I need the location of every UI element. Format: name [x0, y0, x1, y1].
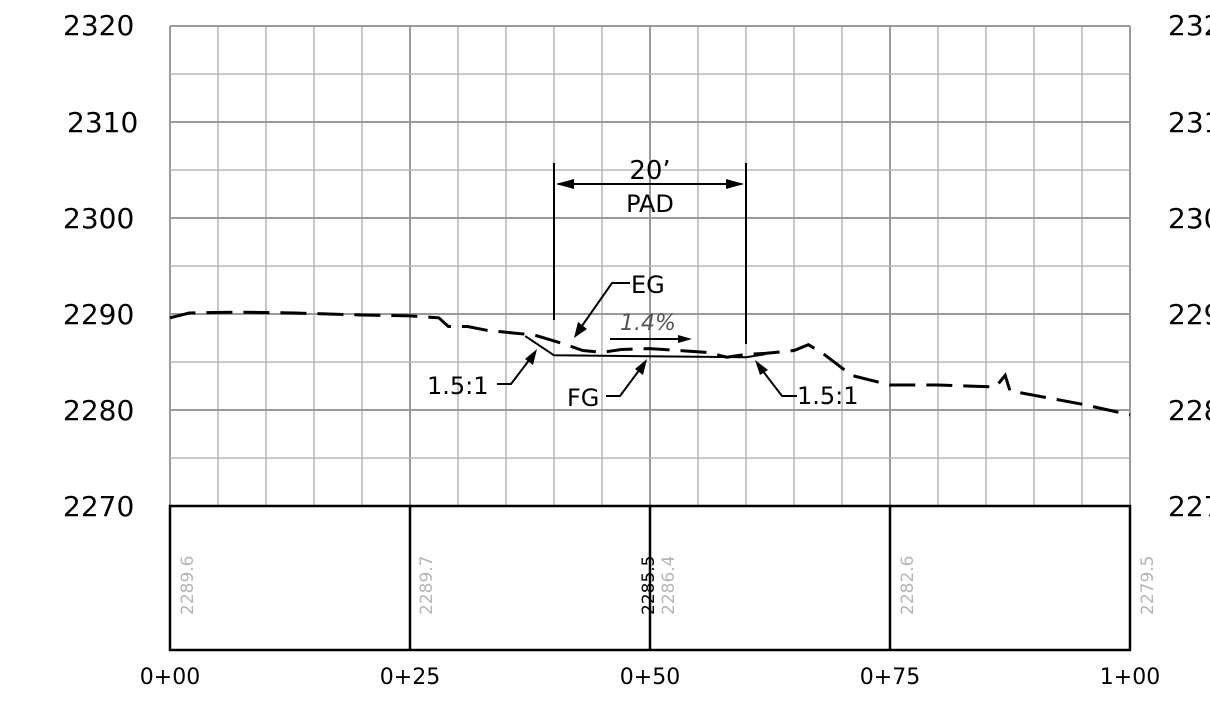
- pad-dimension: 20’ PAD: [553, 156, 747, 344]
- elev-label-right-2290: 229: [1168, 298, 1210, 331]
- dim-arrow-right: [726, 179, 744, 189]
- elev-label-right-2270: 227: [1168, 490, 1210, 523]
- station-label-0+50: 0+50: [620, 665, 680, 690]
- y-axis-left: 2320 2310 2300 2290 2280 2270: [63, 9, 138, 523]
- eg-callout: EG: [574, 271, 665, 338]
- profile-value-sta-75: 2282.6: [898, 556, 918, 615]
- grid: [169, 25, 1131, 507]
- profile-value-fg-sta-50: 2285.5: [639, 556, 659, 615]
- elev-label-right-2280: 228: [1168, 394, 1210, 427]
- profile-value-sta-25: 2289.7: [417, 556, 437, 615]
- station-label-0+25: 0+25: [380, 665, 440, 690]
- existing-ground-profile: [169, 310, 1131, 417]
- elev-label-right-2320: 232: [1168, 9, 1210, 42]
- profile-value-sta-0: 2289.6: [178, 556, 198, 615]
- right-slope-arrow: [755, 360, 768, 375]
- left-slope-leader: [497, 354, 534, 385]
- eg-leader: [576, 282, 630, 334]
- right-slope-leader: [758, 365, 797, 397]
- finished-grade-profile: [524, 335, 766, 359]
- station-label-0+00: 0+00: [140, 665, 200, 690]
- profile-value-eg-sta-50: 2286.4: [659, 556, 679, 615]
- fg-leader: [606, 364, 644, 397]
- fg-callout: FG: [567, 359, 647, 412]
- fg-line: [524, 335, 766, 359]
- station-label-0+75: 0+75: [860, 665, 920, 690]
- data-band: [168, 504, 1132, 652]
- profile-value-sta-100: 2279.5: [1138, 556, 1158, 615]
- elev-label-right-2310: 231: [1168, 106, 1210, 139]
- elev-label-2310: 2310: [67, 106, 138, 139]
- elev-label-2270: 2270: [63, 490, 134, 523]
- pad-label: PAD: [626, 190, 674, 218]
- left-slope-arrow: [525, 349, 537, 365]
- eg-leader-arrow: [574, 322, 587, 338]
- station-label-1+00: 1+00: [1100, 665, 1160, 690]
- elev-label-2300: 2300: [63, 202, 134, 235]
- elev-label-2280: 2280: [63, 394, 134, 427]
- left-slope-label: 1.5:1: [427, 372, 489, 400]
- slope-arrowhead: [678, 335, 692, 343]
- right-slope-callout: 1.5:1: [755, 360, 859, 410]
- left-slope-callout: 1.5:1: [427, 349, 537, 400]
- profile-value-labels: 2289.6 2289.7 2285.5 2286.4 2282.6 2279.…: [178, 556, 1158, 615]
- eg-line: [169, 310, 1131, 417]
- right-slope-label: 1.5:1: [797, 382, 859, 410]
- y-axis-right: 232 231 230 229 228 227: [1168, 9, 1210, 523]
- slope-callout: 1.4%: [610, 311, 692, 343]
- x-axis: 0+00 0+25 0+50 0+75 1+00: [140, 665, 1160, 690]
- slope-label: 1.4%: [620, 311, 676, 336]
- elev-label-2290: 2290: [63, 298, 134, 331]
- fg-leader-arrow: [635, 359, 647, 375]
- fg-label: FG: [567, 384, 599, 412]
- elev-label-right-2300: 230: [1168, 202, 1210, 235]
- pad-width-label: 20’: [629, 156, 670, 186]
- eg-label: EG: [631, 271, 665, 299]
- elev-label-2320: 2320: [63, 9, 134, 42]
- dim-arrow-left: [556, 179, 574, 189]
